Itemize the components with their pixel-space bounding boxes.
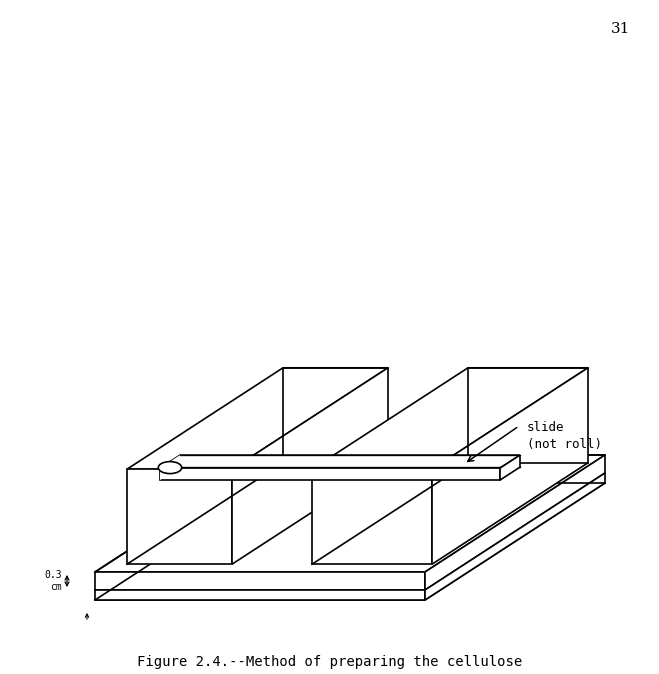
Polygon shape	[425, 473, 605, 600]
Polygon shape	[95, 590, 425, 600]
Text: 0.3
cm: 0.3 cm	[44, 570, 62, 592]
Text: slide
(not roll): slide (not roll)	[527, 421, 602, 451]
Polygon shape	[312, 368, 588, 469]
Polygon shape	[160, 455, 180, 480]
Polygon shape	[95, 455, 605, 572]
Text: Figure 2.4.--Method of preparing the cellulose: Figure 2.4.--Method of preparing the cel…	[137, 655, 523, 669]
Text: 31: 31	[611, 22, 630, 36]
Polygon shape	[160, 468, 500, 480]
Polygon shape	[95, 483, 605, 600]
Polygon shape	[127, 368, 388, 469]
Polygon shape	[232, 368, 388, 564]
Polygon shape	[95, 572, 425, 590]
Polygon shape	[160, 455, 520, 468]
Polygon shape	[432, 368, 588, 564]
Polygon shape	[127, 469, 232, 564]
Polygon shape	[275, 473, 605, 483]
Polygon shape	[500, 455, 520, 480]
Polygon shape	[425, 455, 605, 590]
Polygon shape	[312, 469, 432, 564]
Ellipse shape	[158, 462, 182, 474]
